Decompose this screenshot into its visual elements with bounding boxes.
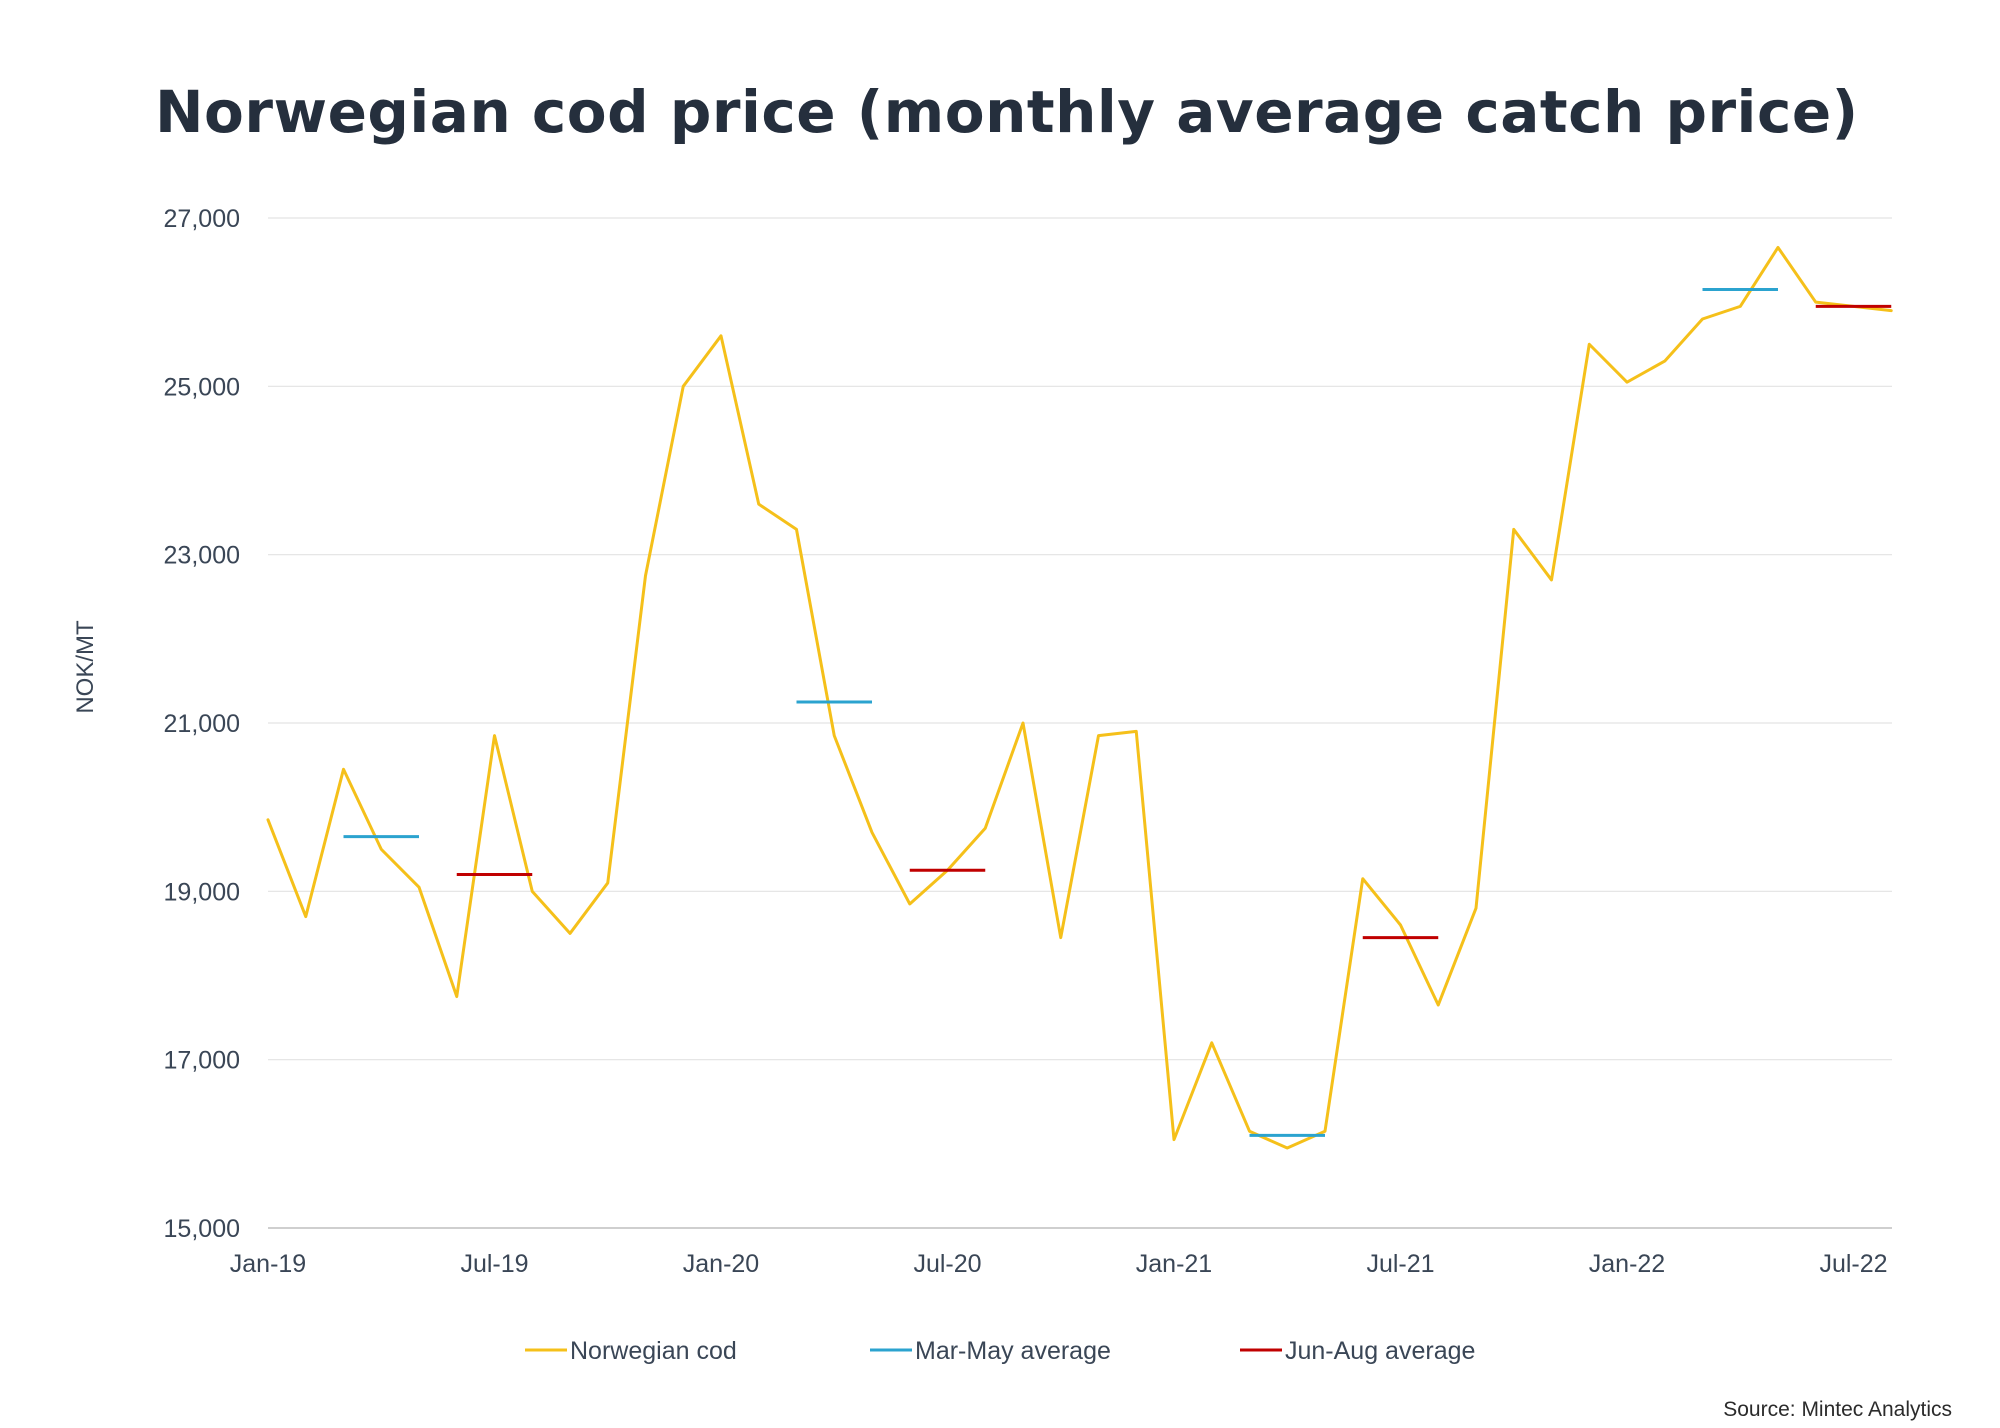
x-tick-label: Jul-21 bbox=[1366, 1250, 1434, 1278]
x-tick-label: Jan-20 bbox=[683, 1250, 759, 1278]
y-tick-label: 21,000 bbox=[164, 710, 240, 738]
x-tick-label: Jan-22 bbox=[1589, 1250, 1665, 1278]
y-axis-title: NOK/MT bbox=[72, 620, 99, 714]
y-tick-label: 27,000 bbox=[164, 205, 240, 233]
y-tick-label: 25,000 bbox=[164, 373, 240, 401]
legend-label-mar-may-average: Mar-May average bbox=[915, 1337, 1111, 1365]
y-tick-label: 23,000 bbox=[164, 542, 240, 570]
y-axis-ticks: 15,000 17,000 19,000 21,000 23,000 25,000 27,0… bbox=[164, 205, 240, 1243]
x-tick-label: Jul-22 bbox=[1819, 1250, 1887, 1278]
x-tick-label: Jan-21 bbox=[1136, 1250, 1212, 1278]
x-axis-ticks: Jan-19 Jul-19 Jan-20 Jul-20 Jan-21 Jul-21 Jan-… bbox=[230, 1250, 1888, 1278]
y-tick-label: 19,000 bbox=[164, 878, 240, 906]
gridlines bbox=[268, 217, 1892, 1229]
series-line-norwegian-cod bbox=[266, 245, 1893, 1150]
series-layer bbox=[266, 245, 1893, 1150]
legend-label-jun-aug-average: Jun-Aug average bbox=[1285, 1337, 1475, 1365]
source-note: Source: Mintec Analytics bbox=[1723, 1398, 1952, 1421]
x-tick-label: Jul-20 bbox=[913, 1250, 981, 1278]
y-tick-label: 15,000 bbox=[164, 1215, 240, 1243]
chart-title: Norwegian cod price (monthly average cat… bbox=[155, 78, 1859, 146]
legend-label-norwegian-cod: Norwegian cod bbox=[570, 1337, 737, 1365]
y-tick-label: 17,000 bbox=[164, 1047, 240, 1075]
x-tick-label: Jul-19 bbox=[460, 1250, 528, 1278]
x-tick-label: Jan-19 bbox=[230, 1250, 306, 1278]
legend: Norwegian cod Mar-May average Jun-Aug aver… bbox=[525, 1337, 1475, 1365]
